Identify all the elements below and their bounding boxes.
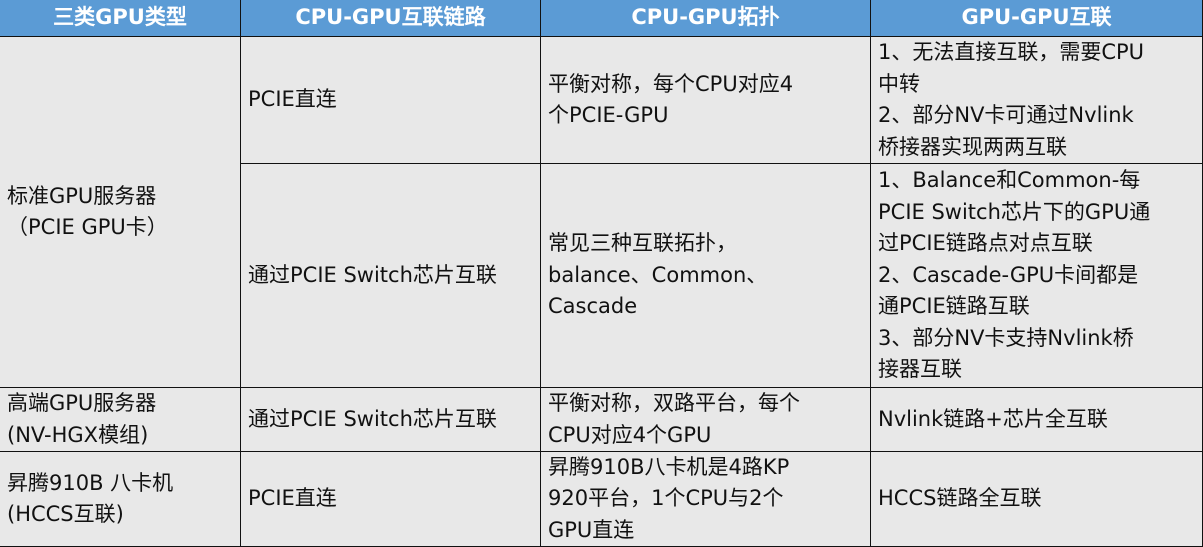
cell-text-line: balance、Common、 — [548, 262, 768, 287]
cell-text-line: 920平台，1个CPU与2个 — [548, 486, 784, 511]
cell-text-line: Cascade — [548, 294, 638, 319]
cell-text-line: 1、Balance和Common-每 — [878, 168, 1141, 193]
cell-text-line: 中转 — [878, 71, 920, 96]
cell-text-line: (NV-HGX模组) — [7, 422, 149, 447]
cell-text-line: PCIE Switch芯片下的GPU通 — [878, 199, 1151, 224]
cell-text-line: 平衡对称，双路平台，每个 — [548, 391, 800, 415]
cell-text-line: 2、部分NV卡可通过Nvlink — [878, 103, 1134, 127]
cell-text-line: PCIE直连 — [248, 486, 337, 511]
table-cell: 平衡对称，每个CPU对应4 个PCIE-GPU — [541, 37, 871, 164]
cell-text-line: 标准GPU服务器 — [7, 183, 157, 208]
cell-text-line: PCIE直连 — [248, 87, 337, 112]
cell-text-line: 昇腾910B八卡机是4路KP — [548, 454, 790, 479]
column-header: 三类GPU类型 — [0, 0, 241, 37]
cell-text-line: （PCIE GPU卡） — [7, 215, 168, 239]
cell-text-line: Nvlink链路+芯片全互联 — [878, 406, 1108, 431]
table-cell: PCIE直连 — [241, 452, 541, 547]
table-cell: 高端GPU服务器 (NV-HGX模组) — [0, 388, 241, 452]
table-cell: 通过PCIE Switch芯片互联 — [241, 388, 541, 452]
column-header: CPU-GPU拓扑 — [541, 0, 871, 37]
table-cell: 标准GPU服务器 （PCIE GPU卡） — [0, 37, 241, 388]
cell-text-line: 昇腾910B 八卡机 — [7, 470, 174, 495]
cell-text-line: 通过PCIE Switch芯片互联 — [248, 406, 497, 431]
column-header: CPU-GPU互联链路 — [241, 0, 541, 37]
cell-text-line: (HCCS互联) — [7, 502, 124, 526]
cell-text-line: 通过PCIE Switch芯片互联 — [248, 262, 497, 287]
cell-text-line: 2、Cascade-GPU卡间都是 — [878, 262, 1139, 287]
cell-text-line: 常见三种互联拓扑， — [548, 231, 737, 256]
table-cell: 1、无法直接互联，需要CPU 中转 2、部分NV卡可通过Nvlink 桥接器实现两两互… — [871, 37, 1203, 164]
cell-text-line: CPU对应4个GPU — [548, 422, 712, 447]
table-cell: HCCS链路全互联 — [871, 452, 1203, 547]
cell-text-line: 高端GPU服务器 — [7, 391, 157, 415]
cell-text-line: HCCS链路全互联 — [878, 486, 1042, 511]
cell-text-line: 3、部分NV卡支持Nvlink桥 — [878, 325, 1134, 350]
table-cell: 昇腾910B八卡机是4路KP 920平台，1个CPU与2个 GPU直连 — [541, 452, 871, 547]
cell-text-line: 过PCIE链路点对点互联 — [878, 231, 1093, 256]
cell-text-line: 个PCIE-GPU — [548, 103, 669, 127]
cell-text-line: 1、无法直接互联，需要CPU — [878, 40, 1145, 64]
cell-text-line: 接器互联 — [878, 357, 962, 382]
cell-text-line: GPU直连 — [548, 517, 635, 542]
cell-text-line: 通PCIE链路互联 — [878, 294, 1030, 319]
table-cell: 通过PCIE Switch芯片互联 — [241, 164, 541, 388]
table-cell: 1、Balance和Common-每 PCIE Switch芯片下的GPU通 过PC… — [871, 164, 1203, 388]
table-cell: PCIE直连 — [241, 37, 541, 164]
cell-text-line: 平衡对称，每个CPU对应4 — [548, 71, 794, 96]
cell-text-line: 桥接器实现两两互联 — [878, 134, 1067, 159]
table-cell: 常见三种互联拓扑， balance、Common、 Cascade — [541, 164, 871, 388]
table-cell: 平衡对称，双路平台，每个 CPU对应4个GPU — [541, 388, 871, 452]
table-cell: Nvlink链路+芯片全互联 — [871, 388, 1203, 452]
table-cell: 昇腾910B 八卡机 (HCCS互联) — [0, 452, 241, 547]
column-header: GPU-GPU互联 — [871, 0, 1203, 37]
